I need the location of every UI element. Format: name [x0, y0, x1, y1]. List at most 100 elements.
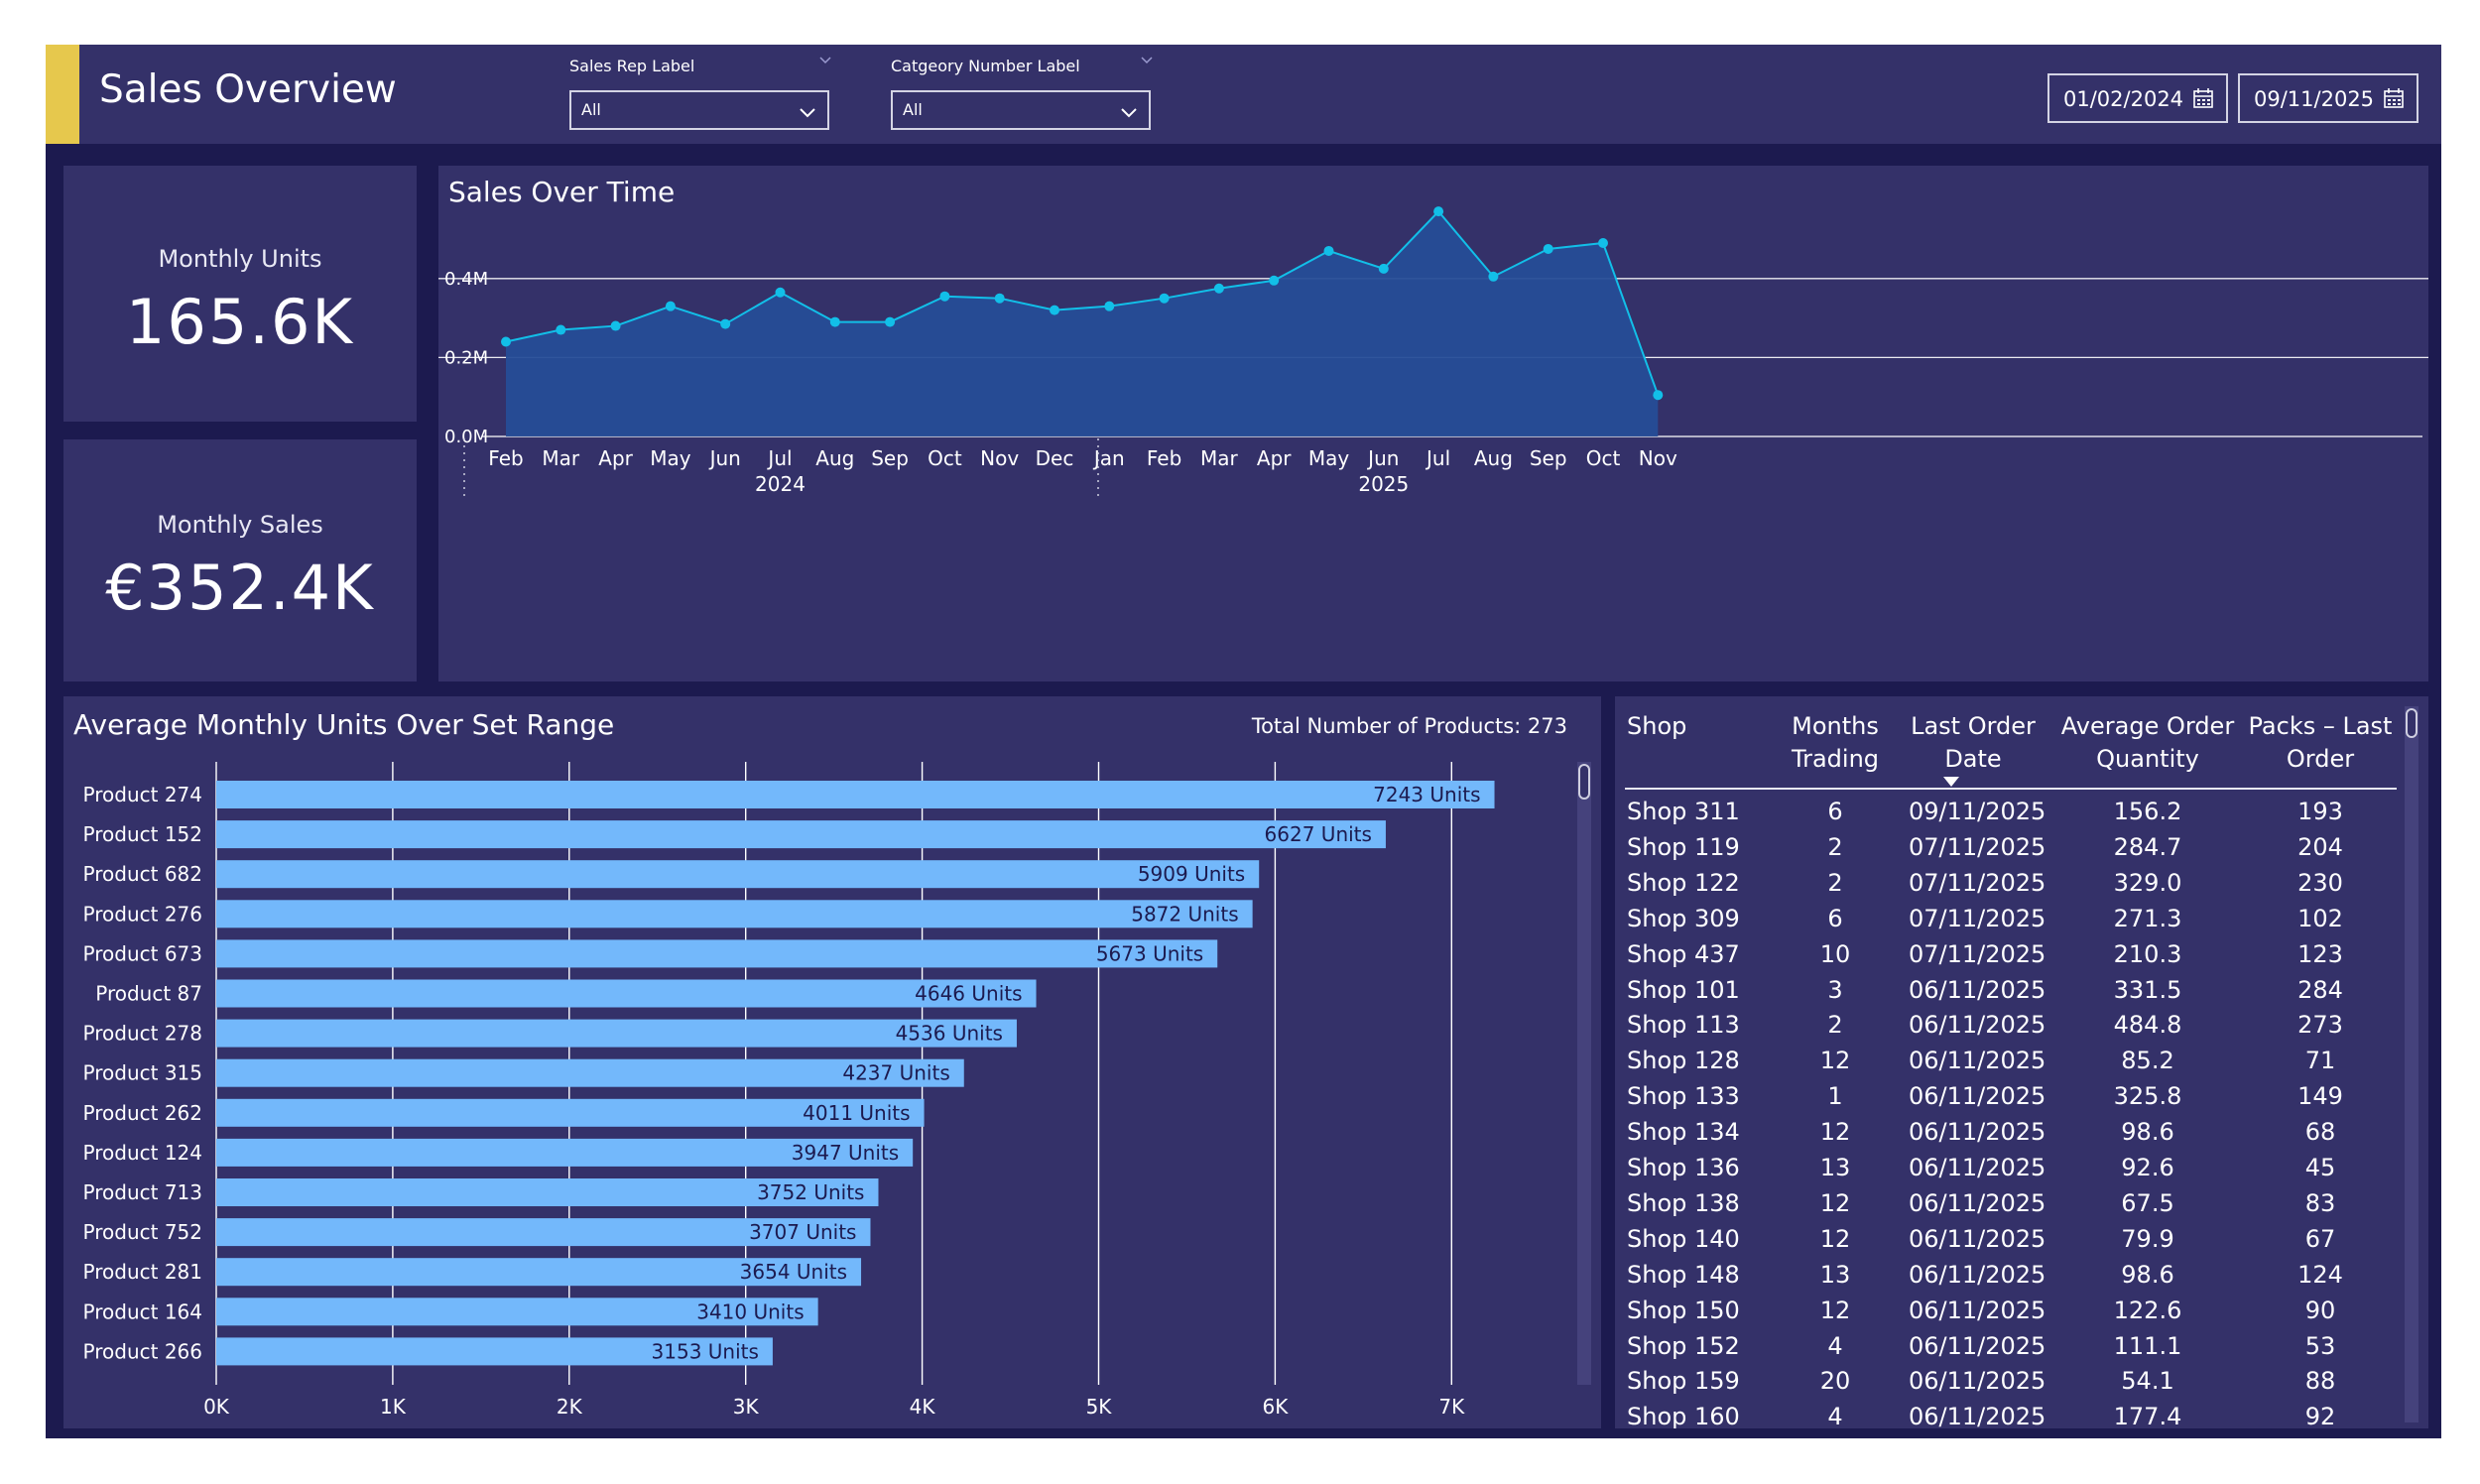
last-order-date-cell: 07/11/2025: [1909, 939, 2046, 968]
table-row[interactable]: Shop 101 3 06/11/2025 331.5 284: [1615, 972, 2369, 1008]
bar: [216, 1218, 871, 1247]
shop-cell: Shop 152: [1627, 1331, 1740, 1360]
chevron-down-icon[interactable]: [1141, 55, 1153, 66]
avg-monthly-units-chart: 0K 1K 2K 3K 4K 5K 6K 7K Product 274 7243 Units Pro…: [83, 762, 1495, 1419]
end-date-input[interactable]: 09/11/2025: [2238, 73, 2418, 123]
last-order-date-cell: 06/11/2025: [1909, 1403, 2046, 1428]
data-point: [885, 316, 896, 327]
table-row[interactable]: Shop 134 12 06/11/2025 98.6 68: [1615, 1114, 2369, 1150]
table-row[interactable]: Shop 140 12 06/11/2025 79.9 67: [1615, 1221, 2369, 1257]
col-header-avg-order-qty[interactable]: Average Order Quantity: [2060, 712, 2235, 773]
data-point: [939, 291, 950, 302]
table-row[interactable]: Shop 152 4 06/11/2025 111.1 53: [1615, 1328, 2369, 1364]
bar: [216, 781, 1495, 808]
table-scroll-thumb[interactable]: [2406, 708, 2418, 738]
table-row[interactable]: Shop 150 12 06/11/2025 122.6 90: [1615, 1293, 2369, 1328]
months-trading-cell: 4: [1827, 1331, 1843, 1360]
table-row[interactable]: Shop 122 2 07/11/2025 329.0 230: [1615, 865, 2369, 901]
table-row[interactable]: Shop 148 13 06/11/2025 98.6 124: [1615, 1257, 2369, 1293]
x-tick-label: May: [650, 446, 691, 470]
data-label: 3752 Units: [757, 1180, 864, 1204]
bar: [216, 1337, 773, 1366]
category-label: Product 87: [95, 982, 202, 1006]
data-label: 4646 Units: [915, 982, 1022, 1006]
col-header-months-trading[interactable]: Months Trading: [1791, 712, 1880, 773]
packs-last-order-cell: 230: [2297, 868, 2343, 897]
x-tick-label: May: [1308, 446, 1350, 470]
table-row[interactable]: Shop 309 6 07/11/2025 271.3 102: [1615, 901, 2369, 936]
months-trading-cell: 6: [1827, 798, 1843, 825]
bar-chart-scrollbar[interactable]: [1577, 762, 1591, 1385]
chevron-down-icon: [1121, 108, 1137, 118]
data-point: [1104, 301, 1115, 311]
packs-last-order-cell: 71: [2304, 1047, 2336, 1075]
sales-rep-slicer: Sales Rep Label All: [569, 55, 833, 130]
table-scrollbar[interactable]: [2405, 706, 2418, 1422]
data-label: 3947 Units: [792, 1141, 899, 1165]
shop-cell: Shop 138: [1627, 1188, 1740, 1217]
last-order-date-cell: 06/11/2025: [1909, 975, 2046, 1004]
avg-order-qty-cell: 156.2: [2113, 798, 2182, 825]
calendar-icon[interactable]: [2383, 87, 2405, 109]
data-label: 4237 Units: [842, 1061, 949, 1085]
category-slicer: Catgeory Number Label All: [891, 55, 1155, 130]
end-date-value: 09/11/2025: [2254, 87, 2375, 111]
data-label: 5673 Units: [1096, 941, 1203, 965]
year-label: 2024: [755, 472, 806, 496]
category-dropdown[interactable]: All: [891, 90, 1151, 130]
last-order-date-cell: 06/11/2025: [1909, 1188, 2046, 1217]
category-label: Product 278: [83, 1022, 202, 1046]
bar: [216, 1298, 818, 1326]
col-header-last-order-date[interactable]: Last Order Date: [1911, 712, 2036, 773]
shop-cell: Shop 119: [1627, 832, 1740, 861]
avg-order-qty-cell: 484.8: [2113, 1011, 2182, 1040]
table-row[interactable]: Shop 113 2 06/11/2025 484.8 273: [1615, 1007, 2369, 1043]
avg-monthly-units-panel: Average Monthly Units Over Set Range Tot…: [63, 696, 1601, 1428]
table-row[interactable]: Shop 128 12 06/11/2025 85.2 71: [1615, 1043, 2369, 1078]
table-row[interactable]: Shop 119 2 07/11/2025 284.7 204: [1615, 829, 2369, 865]
category-label: Product 276: [83, 902, 202, 926]
header-bar: Sales Overview Sales Rep Label All Catge…: [46, 45, 2441, 144]
bar: [216, 979, 1037, 1008]
table-row[interactable]: Shop 160 4 06/11/2025 177.4 92: [1615, 1399, 2369, 1428]
table-row[interactable]: Shop 133 1 06/11/2025 325.8 149: [1615, 1078, 2369, 1114]
start-date-input[interactable]: 01/02/2024: [2047, 73, 2228, 123]
category-label: Product 124: [83, 1141, 202, 1165]
data-label: 3707 Units: [749, 1220, 856, 1244]
monthly-units-card: Monthly Units 165.6K: [63, 166, 417, 422]
table-row[interactable]: Shop 437 10 07/11/2025 210.3 123: [1615, 936, 2369, 972]
x-tick-label: Apr: [1257, 446, 1292, 470]
chevron-down-icon[interactable]: [819, 55, 831, 66]
table-row[interactable]: Shop 138 12 06/11/2025 67.5 83: [1615, 1185, 2369, 1221]
start-date-value: 01/02/2024: [2063, 87, 2184, 111]
data-point: [1323, 245, 1334, 256]
sort-descending-icon[interactable]: [1942, 776, 1960, 788]
x-tick-label: 1K: [380, 1395, 407, 1419]
table-row[interactable]: Shop 159 20 06/11/2025 54.1 88: [1615, 1363, 2369, 1399]
avg-order-qty-cell: 92.6: [2121, 1154, 2174, 1181]
table-row[interactable]: Shop 311 6 09/11/2025 156.2 193: [1615, 794, 2369, 829]
avg-order-qty-cell: 122.6: [2113, 1296, 2182, 1324]
total-products-label: Total Number of Products: 273: [1251, 714, 1567, 738]
col-header-packs-last-order[interactable]: Packs – Last Order: [2248, 712, 2393, 773]
calendar-icon[interactable]: [2192, 87, 2214, 109]
category-label: Product 713: [83, 1180, 202, 1204]
x-tick-label: Oct: [928, 446, 962, 470]
data-point: [1543, 243, 1553, 254]
col-header-shop[interactable]: Shop: [1627, 712, 1687, 740]
shop-cell: Shop 101: [1627, 975, 1740, 1004]
avg-order-qty-cell: 98.6: [2121, 1260, 2174, 1289]
table-row[interactable]: Shop 136 13 06/11/2025 92.6 45: [1615, 1150, 2369, 1185]
bar: [216, 900, 1253, 928]
data-label: 7243 Units: [1373, 783, 1480, 806]
packs-last-order-cell: 273: [2297, 1011, 2343, 1040]
category-dropdown-value: All: [903, 100, 923, 119]
shop-cell: Shop 148: [1627, 1260, 1740, 1289]
category-slicer-label: Catgeory Number Label: [891, 57, 1080, 75]
bar-chart-scroll-thumb[interactable]: [1578, 764, 1590, 800]
last-order-date-cell: 07/11/2025: [1909, 904, 2046, 932]
data-point: [1378, 263, 1389, 274]
shop-cell: Shop 159: [1627, 1367, 1740, 1396]
avg-order-qty-cell: 210.3: [2113, 939, 2182, 968]
sales-rep-dropdown[interactable]: All: [569, 90, 829, 130]
